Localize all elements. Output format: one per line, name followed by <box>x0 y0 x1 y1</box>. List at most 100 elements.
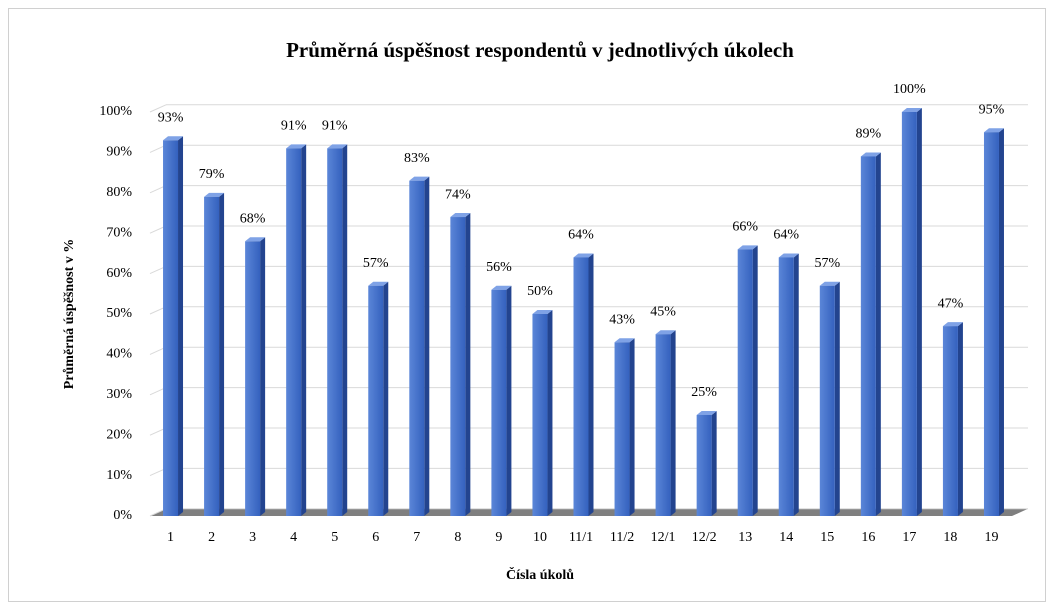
y-tick-label: 0% <box>113 508 132 523</box>
bar-side <box>178 136 184 516</box>
bar <box>450 213 471 517</box>
bar-front <box>204 196 220 516</box>
x-tick-label: 12/2 <box>692 530 717 545</box>
bar-side <box>670 330 676 516</box>
data-label: 95% <box>979 102 1005 117</box>
bar <box>573 253 594 516</box>
data-label: 66% <box>732 220 758 235</box>
bar-top <box>327 144 348 149</box>
bar <box>245 237 266 516</box>
bar-top <box>696 411 717 415</box>
bar-top <box>450 213 471 218</box>
bar-front <box>368 285 384 516</box>
x-tick-label: 15 <box>820 530 834 545</box>
y-tick-label: 50% <box>106 306 132 321</box>
bar-top <box>614 338 635 343</box>
bar-top <box>942 322 963 327</box>
bar-top <box>368 281 389 286</box>
data-label: 83% <box>404 151 430 166</box>
data-label: 64% <box>568 228 594 243</box>
data-label: 100% <box>893 82 926 97</box>
bar-top <box>573 253 594 258</box>
bar-side <box>301 144 307 517</box>
data-label: 43% <box>609 312 635 327</box>
data-label: 57% <box>814 256 840 271</box>
data-label: 57% <box>363 256 389 271</box>
bar-top <box>204 192 225 197</box>
bar-front <box>163 140 179 516</box>
x-tick-label: 13 <box>738 530 752 545</box>
x-tick-label: 1 <box>167 530 174 545</box>
bar-front <box>819 285 835 516</box>
bar-side <box>383 281 389 516</box>
bar-front <box>491 289 507 516</box>
data-label: 91% <box>281 119 307 134</box>
bar <box>696 411 717 516</box>
x-tick-label: 17 <box>902 530 916 545</box>
data-label: 74% <box>445 187 471 202</box>
x-tick-label: 11/1 <box>569 530 593 545</box>
bar-side <box>465 213 471 517</box>
data-label: 64% <box>773 228 799 243</box>
bar <box>614 338 635 516</box>
x-tick-label: 11/2 <box>610 530 634 545</box>
bar-side <box>793 253 799 516</box>
bar-side <box>998 128 1004 516</box>
data-label: 93% <box>158 110 184 125</box>
bar-front <box>327 148 343 517</box>
x-tick-label: 12/1 <box>651 530 676 545</box>
bar-front <box>573 257 589 516</box>
x-tick-label: 2 <box>208 530 215 545</box>
bar-top <box>778 253 799 258</box>
y-tick-label: 10% <box>106 468 132 483</box>
x-tick-label: 8 <box>454 530 461 545</box>
bar-top <box>655 330 676 335</box>
bar-front <box>860 156 876 516</box>
x-tick-label: 3 <box>249 530 256 545</box>
bar-side <box>711 411 717 516</box>
bar-side <box>957 322 963 516</box>
data-label: 45% <box>650 304 676 319</box>
bar-front <box>696 415 712 516</box>
bar-front <box>901 112 917 516</box>
bar-side <box>752 245 758 517</box>
bar-side <box>588 253 594 516</box>
bar-top <box>491 285 512 290</box>
x-tick-label: 6 <box>372 530 379 545</box>
bar-side <box>875 152 881 516</box>
x-axis-title: Čísla úkolů <box>506 566 574 583</box>
data-label: 47% <box>938 296 964 311</box>
data-label: 25% <box>691 385 717 400</box>
data-label: 56% <box>486 260 512 275</box>
bar-front <box>245 241 261 516</box>
bar <box>368 281 389 516</box>
bar <box>409 176 430 516</box>
data-label: 91% <box>322 119 348 134</box>
y-tick-label: 60% <box>106 266 132 281</box>
bar-front <box>778 257 794 516</box>
bar-top <box>983 128 1004 133</box>
bar <box>819 281 840 516</box>
bar-top <box>532 310 553 314</box>
bar <box>491 285 512 516</box>
bar <box>327 144 348 517</box>
bar-side <box>916 108 922 516</box>
bar-front <box>286 148 302 517</box>
bar <box>532 310 553 516</box>
bar-front <box>737 249 753 517</box>
x-tick-label: 4 <box>290 530 297 545</box>
y-tick-label: 80% <box>106 185 132 200</box>
y-tick-label: 20% <box>106 427 132 442</box>
data-label: 89% <box>855 127 881 142</box>
bar <box>163 136 184 516</box>
x-tick-label: 19 <box>984 530 998 545</box>
bar-side <box>342 144 348 517</box>
x-tick-label: 16 <box>861 530 875 545</box>
bar-side <box>547 310 553 516</box>
data-label: 79% <box>199 167 225 182</box>
bar <box>737 245 758 517</box>
y-tick-label: 70% <box>106 225 132 240</box>
bar <box>942 322 963 516</box>
bar-side <box>506 285 512 516</box>
bar-side <box>629 338 635 516</box>
